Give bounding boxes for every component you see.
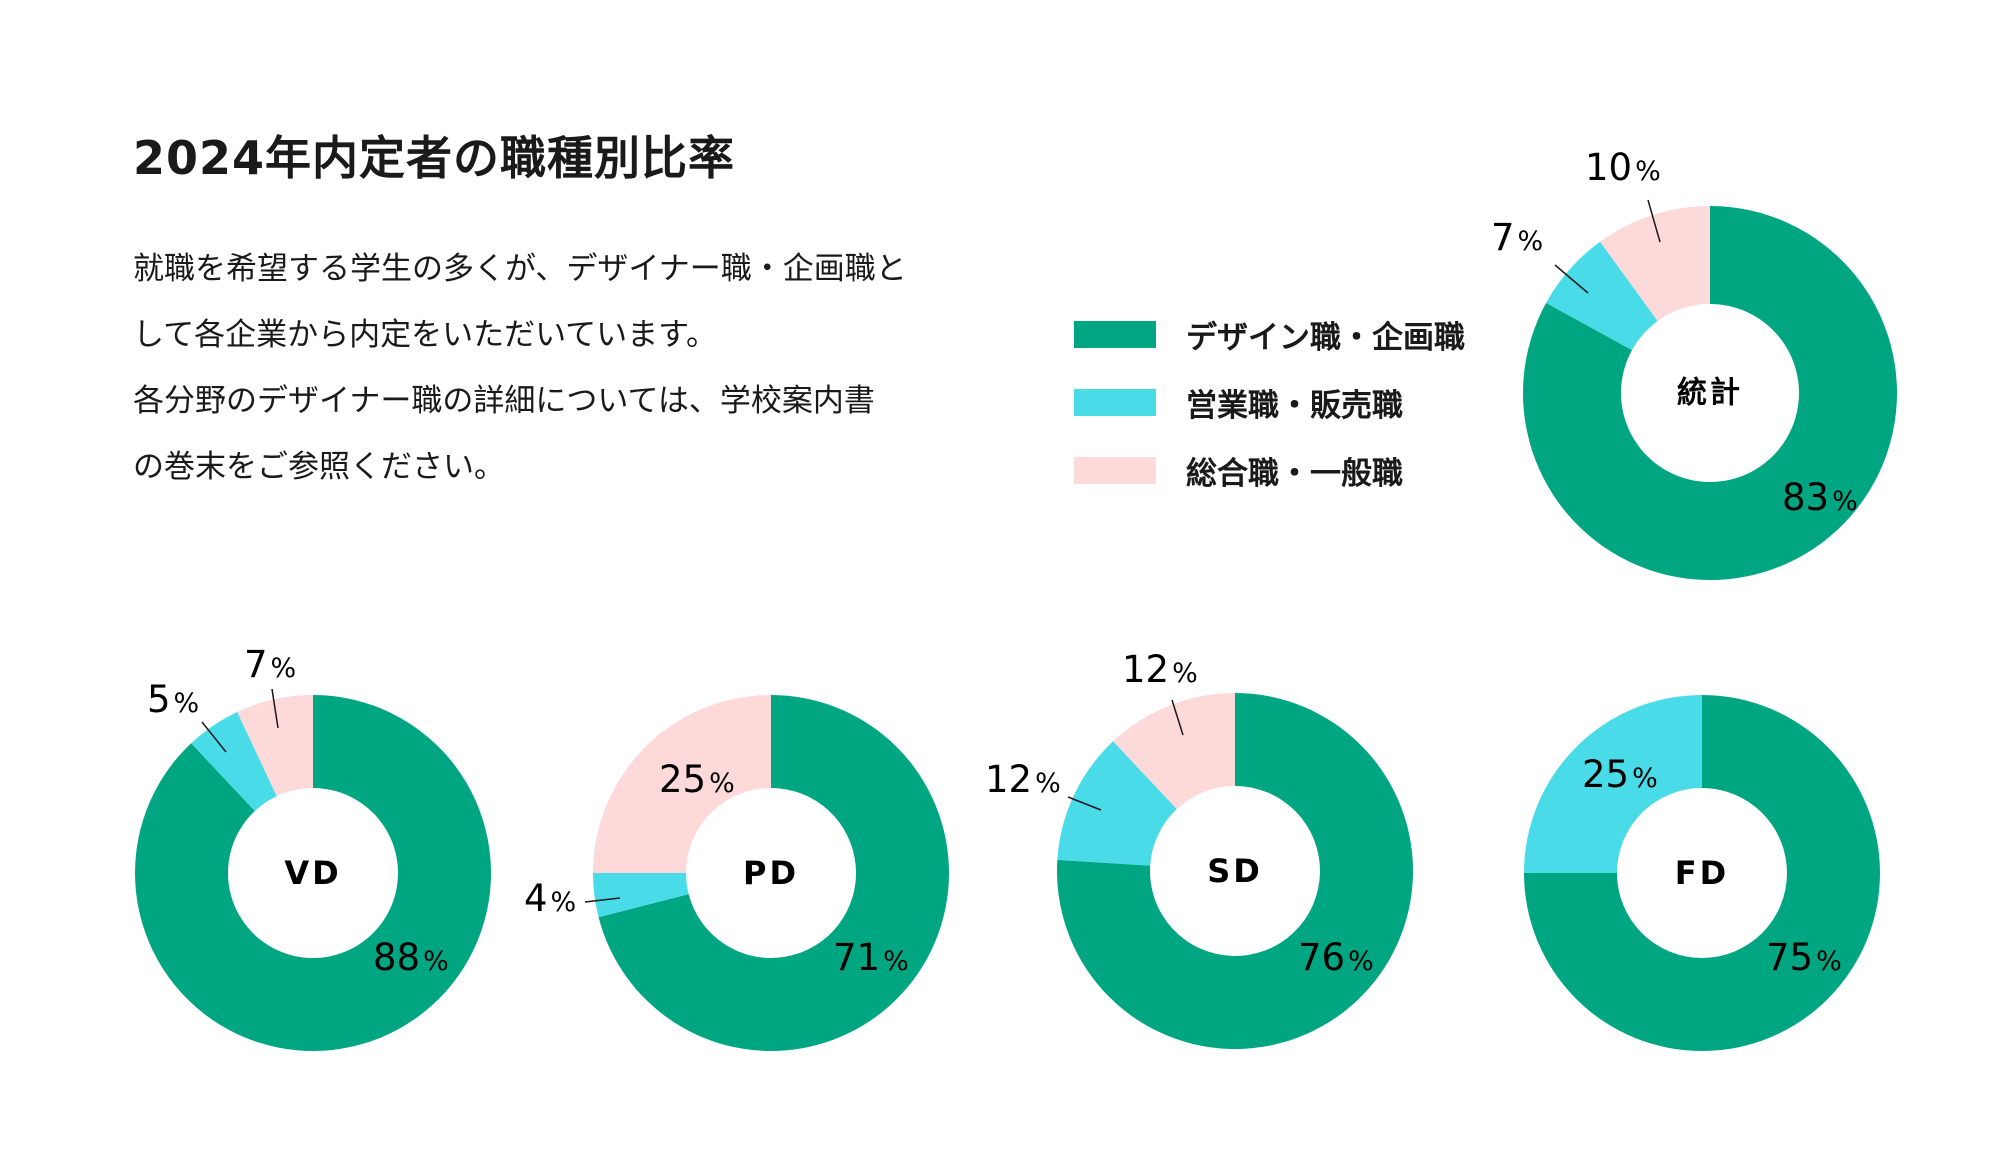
- slice-value-label: 7%: [244, 643, 296, 686]
- legend-swatch: [1074, 320, 1156, 348]
- slice-value-label: 25%: [1582, 753, 1658, 796]
- chart-legend: デザイン職・企画職 営業職・販売職 総合職・一般職: [1074, 300, 1465, 504]
- donut-chart-fd: FD 75 % 25%: [1524, 695, 1880, 1051]
- slice-value-label: 88%: [373, 936, 449, 979]
- donut-center-label: PD: [743, 854, 799, 892]
- slice-value-label: 7%: [1491, 216, 1543, 259]
- donut-chart-sd: SD 76 % 12 % 12%: [985, 648, 1413, 1049]
- slice-value-label: 71%: [833, 936, 909, 979]
- donut-center-label: FD: [1675, 854, 1729, 892]
- donut-slice: [1600, 206, 1710, 321]
- donut-slice: [598, 695, 950, 1052]
- donut-slice: [1057, 741, 1177, 866]
- leader-line: [271, 688, 279, 729]
- slice-value-label: 76%: [1298, 936, 1374, 979]
- donut-slice: [1523, 206, 1898, 581]
- slice-value-label: 10%: [1585, 146, 1661, 189]
- leader-line: [1647, 199, 1661, 243]
- page-title: 2024年内定者の職種別比率: [133, 131, 736, 185]
- leader-line: [1554, 264, 1589, 294]
- description-line: 各分野のデザイナー職の詳細については、学校案内書: [133, 383, 875, 419]
- legend-item-general: 総合職・一般職: [1074, 436, 1465, 504]
- legend-swatch: [1074, 456, 1156, 484]
- donut-chart-vd: VD 88 % 5 % 7%: [134, 643, 491, 1051]
- description: 就職を希望する学生の多くが、デザイナー職・企画職と して各企業から内定をいただい…: [133, 236, 1033, 500]
- donut-slice: [593, 873, 689, 918]
- donut-slice: [1524, 695, 1702, 873]
- donut-center-label: 統計: [1677, 376, 1743, 411]
- legend-item-design-planning: デザイン職・企画職: [1074, 300, 1465, 368]
- legend-swatch: [1074, 388, 1156, 416]
- donut-slice: [237, 695, 313, 797]
- slice-value-label: 12%: [985, 758, 1061, 801]
- donut-slice: [1113, 693, 1235, 810]
- legend-item-sales-retail: 営業職・販売職: [1074, 368, 1465, 436]
- donut-slice: [1524, 695, 1880, 1051]
- donut-chart-統計: 統計 83 % 7 % 10%: [1491, 146, 1898, 581]
- donut-slice: [1546, 241, 1658, 351]
- donut-center-label: SD: [1207, 852, 1263, 890]
- leader-line: [1171, 699, 1184, 736]
- slice-value-label: 75%: [1766, 936, 1842, 979]
- description-line: の巻末をご参照ください。: [133, 449, 505, 485]
- legend-label: デザイン職・企画職: [1186, 319, 1465, 356]
- description-line: 就職を希望する学生の多くが、デザイナー職・企画職と: [133, 251, 907, 287]
- slice-value-label: 25%: [659, 758, 735, 801]
- donut-slice: [191, 711, 277, 812]
- leader-line: [201, 721, 227, 753]
- legend-label: 総合職・一般職: [1186, 455, 1403, 492]
- slice-value-label: 5%: [147, 678, 199, 721]
- donut-slice: [593, 695, 771, 873]
- donut-center-label: VD: [284, 854, 341, 892]
- slice-value-label: 4%: [524, 877, 576, 920]
- donut-slice: [1057, 692, 1413, 1049]
- legend-label: 営業職・販売職: [1186, 387, 1403, 424]
- slice-value-label: 12%: [1122, 648, 1198, 691]
- donut-chart-pd: PD 71 % 4 % 25%: [524, 695, 950, 1052]
- donut-slice: [134, 695, 491, 1051]
- leader-line: [584, 897, 621, 903]
- leader-line: [1067, 796, 1102, 811]
- description-line: して各企業から内定をいただいています。: [133, 317, 718, 353]
- slice-value-label: 83%: [1782, 476, 1858, 519]
